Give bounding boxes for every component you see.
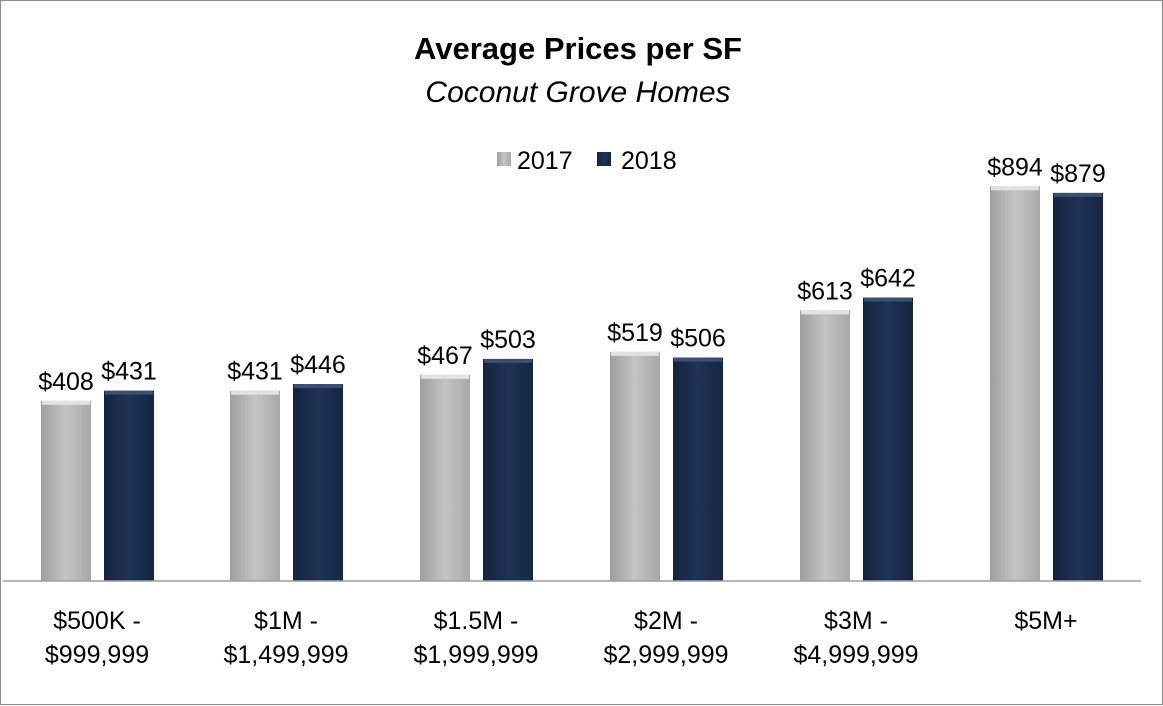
bar-2017-3	[610, 351, 660, 581]
x-tick-label-1: $1M -$1,499,999	[223, 607, 348, 669]
data-label-2017-4: $613	[797, 277, 853, 305]
bar-cap-2017-2	[421, 374, 469, 379]
bar-2018-5	[1053, 192, 1103, 581]
bar-2018-0	[104, 390, 154, 581]
bar-cap-2017-0	[42, 400, 90, 405]
x-axis-tick-labels: $500K -$999,999 $1M -$1,499,999 $1.5M -$1,…	[45, 607, 1078, 669]
x-tick-label-2: $1.5M -$1,999,999	[413, 607, 538, 669]
chart-title: Average Prices per SF	[414, 31, 742, 66]
data-label-2017-5: $894	[987, 153, 1043, 181]
bar-2018-2	[483, 358, 533, 581]
data-label-2017-3: $519	[607, 319, 663, 347]
bar-cap-2018-4	[864, 297, 912, 302]
bar-cap-2017-1	[231, 390, 279, 395]
bar-2017-0	[41, 400, 91, 581]
x-tick-label-0: $500K -$999,999	[45, 607, 149, 669]
legend-label-2018: 2018	[621, 147, 677, 175]
chart-subtitle: Coconut Grove Homes	[425, 76, 730, 109]
bar-cap-2018-0	[105, 390, 153, 395]
bar-cap-2018-1	[294, 384, 342, 389]
bar-cap-2017-3	[611, 351, 659, 356]
bar-2017-5	[990, 186, 1040, 581]
x-tick-label-5: $5M+	[1014, 607, 1077, 635]
data-label-2017-0: $408	[38, 368, 94, 396]
bar-2018-4	[863, 297, 913, 581]
bar-2017-1	[230, 390, 280, 581]
bar-2018-1	[293, 384, 343, 581]
legend-swatch-2017	[497, 152, 511, 166]
data-label-2017-2: $467	[417, 342, 473, 370]
bar-cap-2017-4	[801, 310, 849, 315]
data-labels-group: $408 $431$467$519$613$894$431 $446$503 $506…	[38, 153, 1106, 396]
legend: 2017 2018	[497, 147, 677, 175]
legend-label-2017: 2017	[517, 147, 573, 175]
bar-2017-2	[420, 374, 470, 581]
data-label-2018-3: $506	[670, 325, 726, 353]
bar-cap-2017-5	[991, 186, 1039, 191]
data-label-2017-1: $431	[227, 358, 283, 386]
x-tick-label-4: $3M -$4,999,999	[793, 607, 918, 669]
bar-cap-2018-2	[484, 358, 532, 363]
bar-cap-2018-5	[1054, 192, 1102, 197]
legend-swatch-2018	[597, 152, 611, 166]
x-tick-label-3: $2M -$2,999,999	[603, 607, 728, 669]
bar-2018-3	[673, 357, 723, 581]
data-label-2018-1: $446	[290, 351, 346, 379]
bar-cap-2018-3	[674, 357, 722, 362]
data-label-2018-0: $431	[101, 358, 157, 386]
data-label-2018-5: $879	[1050, 160, 1106, 188]
data-label-2018-4: $642	[860, 265, 916, 293]
bar-2017-4	[800, 310, 850, 581]
data-label-2018-2: $503	[480, 326, 536, 354]
bars-group	[41, 186, 1103, 581]
